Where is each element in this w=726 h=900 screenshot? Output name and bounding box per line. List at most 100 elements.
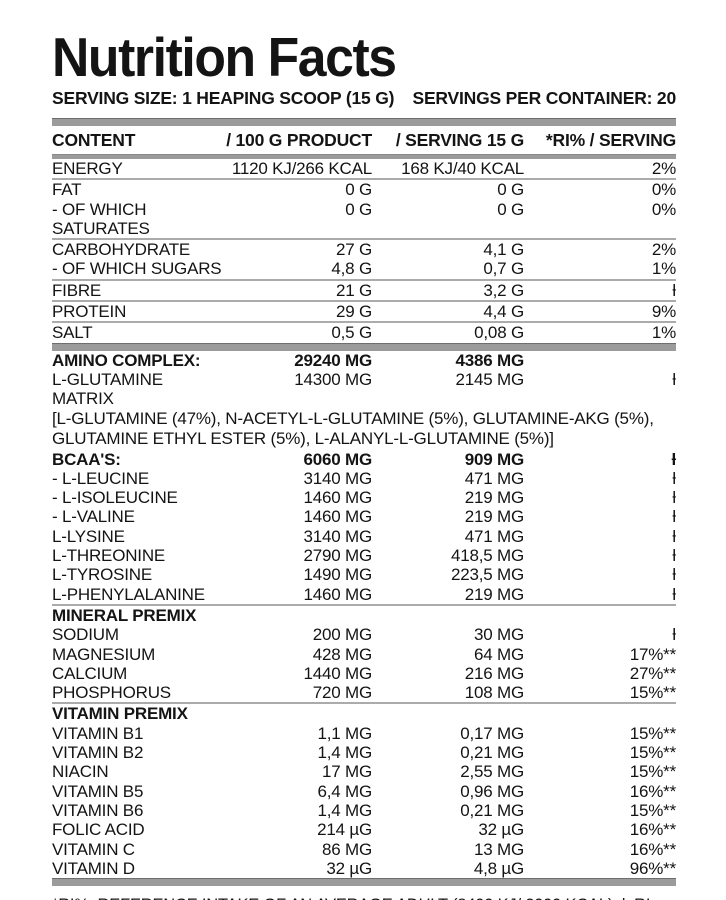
nutrient-label: - OF WHICH SUGARS (52, 259, 222, 279)
value-ri: 9% (651, 302, 676, 322)
value-ri: 2% (651, 159, 676, 178)
value-ri: 1% (651, 323, 676, 343)
value-ri: 15%** (629, 683, 676, 703)
value-ri: ƚ (672, 280, 676, 300)
table-row: L-LYSINE 3140 MG 471 MG ƚ (52, 527, 676, 546)
value-ri: 16%** (629, 839, 676, 859)
section-divider-bar (52, 878, 676, 887)
nutrient-label: - L-VALINE (52, 507, 135, 527)
value-per-serving: 219 MG (464, 488, 524, 508)
table-row: SODIUM 200 MG 30 MG ƚ (52, 625, 676, 644)
value-per-serving: 216 MG (464, 663, 524, 683)
row-separator (52, 178, 676, 181)
value-per-serving: 223,5 MG (450, 565, 524, 585)
value-per-100g: 29 G (335, 302, 372, 322)
table-row: PROTEIN 29 G 4,4 G 9% (52, 302, 676, 321)
value-per-100g: 3140 MG (303, 526, 372, 546)
section-divider-line (52, 603, 676, 606)
nutrient-label: CARBOHYDRATE (52, 240, 191, 260)
value-ri: 16%** (629, 781, 676, 801)
value-per-serving: 0,21 MG (460, 800, 524, 820)
value-per-serving: 418,5 MG (450, 546, 524, 566)
table-row: L-PHENYLALANINE 1460 MG 219 MG ƚ (52, 585, 676, 604)
value-per-100g: 0 G (345, 199, 372, 219)
nutrient-label: - L-LEUCINE (52, 468, 149, 488)
section-divider-bar (52, 342, 676, 351)
table-row: L-TYROSINE 1490 MG 223,5 MG ƚ (52, 565, 676, 584)
value-per-100g: 428 MG (312, 644, 372, 664)
nutrient-label: MAGNESIUM (52, 644, 156, 664)
nutrient-label: L-TYROSINE (52, 565, 153, 585)
section-header-row: VITAMIN PREMIX (52, 704, 676, 723)
nutrient-label: PHOSPHORUS (52, 683, 171, 703)
servings-per-container-text: SERVINGS PER CONTAINER: 20 (412, 88, 676, 108)
table-row: CALCIUM 1440 MG 216 MG 27%** (52, 664, 676, 683)
row-separator (52, 300, 676, 303)
value-ri: 27%** (629, 663, 676, 683)
value-per-100g: 6060 MG (303, 449, 372, 469)
table-row: NIACIN 17 MG 2,55 MG 15%** (52, 762, 676, 781)
serving-size-text: SERVING SIZE: 1 HEAPING SCOOP (15 G) (52, 88, 395, 108)
value-ri: ƚ (672, 526, 676, 546)
value-per-serving: 108 MG (464, 683, 524, 703)
table-row: L-THREONINE 2790 MG 418,5 MG ƚ (52, 546, 676, 565)
value-per-100g: 1490 MG (303, 565, 372, 585)
value-per-100g: 27 G (335, 240, 372, 260)
value-ri: ƚ (672, 584, 676, 604)
value-ri: ƚ (672, 546, 676, 566)
value-per-100g: 214 µG (317, 820, 372, 840)
table-row: AMINO COMPLEX: 29240 MG 4386 MG (52, 351, 676, 370)
value-per-100g: 29240 MG (294, 350, 372, 370)
value-per-100g: 0 G (345, 180, 372, 200)
nutrient-label: L-PHENYLALANINE (52, 584, 205, 604)
section-header-label: VITAMIN PREMIX (52, 704, 188, 724)
ingredient-note: [L-GLUTAMINE (47%), N-ACETYL-L-GLUTAMINE… (52, 408, 654, 449)
value-ri: 17%** (629, 644, 676, 664)
value-per-serving: 30 MG (473, 625, 524, 645)
table-row: L-GLUTAMINE MATRIX 14300 MG 2145 MG ƚ (52, 370, 676, 409)
table-row: CARBOHYDRATE 27 G 4,1 G 2% (52, 240, 676, 259)
column-header-per-serving: / SERVING 15 G (395, 130, 524, 150)
column-header-content: CONTENT (52, 130, 136, 150)
header-bottom-bar (52, 154, 676, 159)
value-ri: 0% (651, 180, 676, 200)
table-row: FOLIC ACID 214 µG 32 µG 16%** (52, 820, 676, 839)
table-row: VITAMIN C 86 MG 13 MG 16%** (52, 840, 676, 859)
section-header-row: MINERAL PREMIX (52, 606, 676, 625)
value-ri: 96%** (629, 858, 676, 878)
value-per-serving: 4,1 G (483, 240, 524, 260)
table-row: - L-VALINE 1460 MG 219 MG ƚ (52, 507, 676, 526)
table-row: ENERGY 1120 KJ/266 KCAL 168 KJ/40 KCAL 2% (52, 159, 676, 178)
value-per-serving: 4,4 G (483, 302, 524, 322)
value-per-serving: 0 G (497, 180, 524, 200)
table-row: VITAMIN D 32 µG 4,8 µG 96%** (52, 859, 676, 878)
table-row: - OF WHICH SUGARS 4,8 G 0,7 G 1% (52, 259, 676, 278)
nutrition-table-body: ENERGY 1120 KJ/266 KCAL 168 KJ/40 KCAL 2% FA… (52, 159, 676, 887)
value-per-100g: 1460 MG (303, 488, 372, 508)
value-per-100g: 32 µG (326, 858, 372, 878)
value-per-100g: 6,4 MG (317, 781, 372, 801)
row-separator (52, 238, 676, 241)
table-row: PHOSPHORUS 720 MG 108 MG 15%** (52, 683, 676, 702)
value-ri: ƚ (671, 449, 676, 469)
nutrient-label: VITAMIN C (52, 839, 135, 859)
serving-info-line: SERVING SIZE: 1 HEAPING SCOOP (15 G) SER… (52, 88, 676, 109)
nutrient-label: ENERGY (52, 159, 123, 178)
section-divider-line (52, 702, 676, 705)
value-per-serving: 0,08 G (474, 323, 524, 343)
value-per-100g: 21 G (335, 280, 372, 300)
value-per-100g: 720 MG (312, 683, 372, 703)
value-per-serving: 0,7 G (483, 259, 524, 279)
value-per-serving: 2,55 MG (460, 762, 524, 782)
value-per-100g: 2790 MG (303, 546, 372, 566)
value-per-100g: 86 MG (321, 839, 372, 859)
value-per-100g: 14300 MG (294, 369, 372, 389)
table-row: - L-LEUCINE 3140 MG 471 MG ƚ (52, 469, 676, 488)
value-per-100g: 0,5 G (331, 323, 372, 343)
table-row: BCAA'S: 6060 MG 909 MG ƚ (52, 450, 676, 469)
nutrient-label: L-GLUTAMINE MATRIX (52, 369, 163, 409)
column-header-ri-per-serving: *RI% / SERVING (545, 130, 676, 150)
section-header-label: MINERAL PREMIX (52, 605, 197, 625)
value-per-serving: 219 MG (464, 507, 524, 527)
